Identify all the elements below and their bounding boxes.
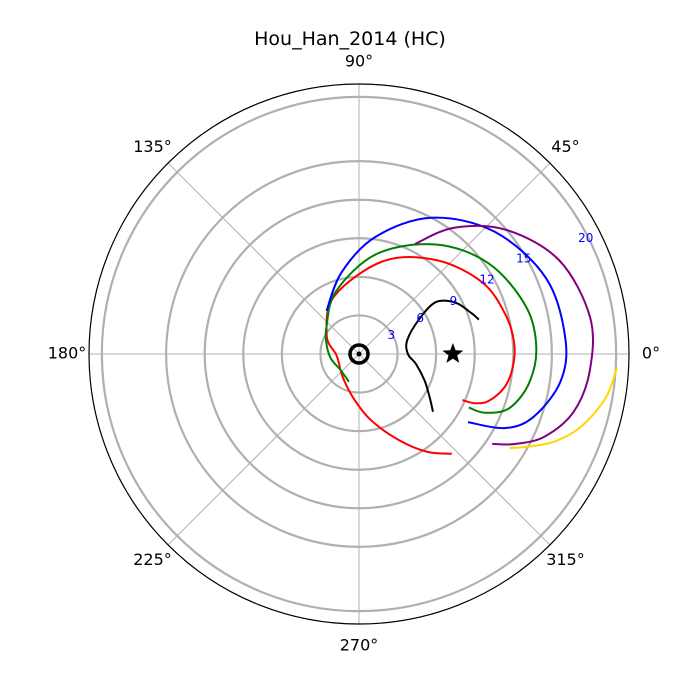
angle-tick-label: 135° (133, 137, 172, 156)
contour-label: 6 (416, 311, 424, 325)
contour-label: 12 (479, 273, 494, 287)
sun-marker (348, 343, 370, 365)
contour-label: 3 (387, 328, 395, 342)
contour-label-layer: 3 6 9 12 15 20 (387, 231, 593, 342)
contour-label: 15 (516, 251, 531, 265)
polar-frame (88, 83, 630, 625)
angle-gridline-45 (358, 162, 551, 355)
angle-tick-label: 180° (48, 344, 87, 363)
contour-line-5 (509, 367, 619, 449)
angle-tick-label: 315° (546, 550, 585, 569)
angle-tick-layer: 0° 45° 90° 135° 180° 225° 270° 315° (48, 52, 660, 655)
contour-line-4 (414, 224, 594, 446)
marker-layer (348, 343, 464, 365)
angle-gridline-135 (167, 162, 360, 355)
chart-title: Hou_Han_2014 (HC) (254, 28, 446, 50)
contour-label: 20 (578, 231, 593, 245)
angle-tick-label: 45° (551, 137, 579, 156)
grid-layer (88, 83, 630, 625)
contour-line-2 (324, 243, 538, 414)
angle-gridline-315 (358, 353, 551, 546)
contour-layer (324, 216, 619, 455)
contour-label: 9 (450, 294, 458, 308)
contour-line-3 (325, 216, 568, 430)
contour-line-0 (405, 299, 480, 413)
star-marker (442, 343, 464, 363)
angle-gridline-225 (167, 353, 360, 546)
contour-line-1 (325, 256, 516, 455)
angle-tick-label: 270° (340, 636, 379, 655)
angle-tick-label: 225° (133, 550, 172, 569)
angle-tick-label: 0° (642, 344, 660, 363)
angle-tick-label: 90° (345, 52, 373, 71)
